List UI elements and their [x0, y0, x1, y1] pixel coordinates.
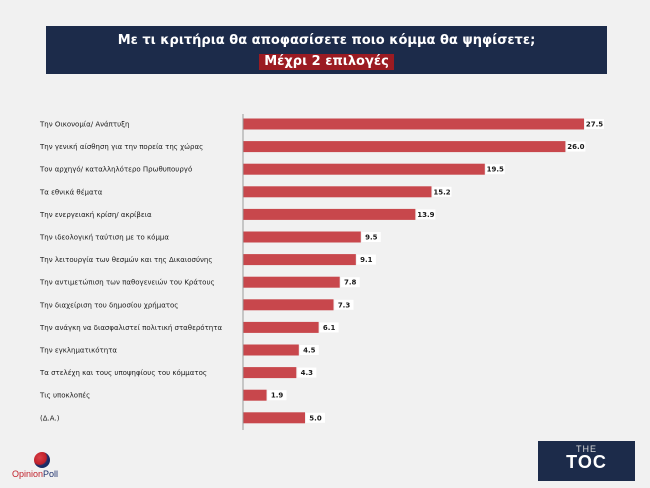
chart-subtitle: Μέχρι 2 επιλογές [259, 54, 394, 70]
value-label: 4.5 [303, 347, 316, 355]
bar [243, 231, 361, 243]
value-label: 9.5 [365, 234, 378, 242]
value-label-box [306, 412, 325, 423]
logo-toc-text: TOC [566, 452, 607, 472]
bar [243, 321, 319, 333]
bar [243, 367, 297, 379]
category-label: Τις υποκλοπές [39, 392, 90, 400]
category-label: Την ιδεολογική ταύτιση με το κόμμα [39, 234, 169, 242]
bar [243, 412, 305, 424]
value-label-box [319, 322, 339, 333]
logo-brand-blue: Poll [43, 469, 59, 479]
value-label: 27.5 [586, 121, 603, 129]
value-label-box [340, 277, 360, 288]
category-label: Τον αρχηγό/ καταλληλότερο Πρωθυπουργό [39, 166, 192, 174]
value-label: 7.8 [344, 279, 357, 287]
value-label-box [356, 254, 376, 265]
bar [243, 276, 340, 288]
bar [243, 299, 334, 311]
value-label: 19.5 [487, 166, 504, 174]
category-label: Την ανάγκη να διασφαλιστεί πολιτική σταθ… [39, 324, 222, 332]
value-label-box [299, 345, 319, 355]
value-label: 1.9 [271, 392, 284, 400]
bar [243, 163, 485, 175]
bar [243, 208, 416, 220]
value-label-box [432, 186, 452, 197]
category-label: Την ενεργειακή κρίση/ ακρίβεια [39, 211, 152, 219]
value-label-box [566, 141, 586, 152]
value-label-box [334, 299, 354, 310]
logo-the-text: THE [576, 444, 597, 454]
value-label: 15.2 [433, 188, 450, 196]
the-toc-logo: THE TOC [538, 441, 635, 481]
value-label: 13.9 [417, 211, 434, 219]
category-label: Τα στελέχη και τους υποψηφίους του κόμμα… [39, 369, 207, 377]
bar [243, 254, 356, 266]
category-label: (Δ.Α.) [40, 414, 60, 422]
bar [243, 344, 299, 356]
category-label: Τα εθνικά θέματα [39, 188, 103, 196]
value-label-box [416, 209, 436, 220]
bar [243, 186, 432, 198]
category-label: Την αντιμετώπιση των παθογενειών του Κρά… [39, 279, 215, 287]
category-label: Την λειτουργία των θεσμών και της Δικαιο… [39, 256, 212, 264]
bar [243, 141, 566, 153]
value-label-box [485, 164, 505, 175]
category-label: Την Οικονομία/ Ανάπτυξη [39, 121, 129, 129]
value-label-box [585, 119, 604, 129]
logo-globe-icon [34, 452, 50, 468]
bar [243, 389, 267, 401]
chart-title: Με τι κριτήρια θα αποφασίσετε ποιο κόμμα… [117, 33, 536, 48]
category-label: Την διαχείριση του δημοσίου χρήματος [39, 301, 178, 309]
value-label-box [267, 390, 287, 401]
value-label: 7.3 [338, 301, 351, 309]
value-label: 6.1 [323, 324, 336, 332]
category-label: Την γενική αίσθηση για την πορεία της χώ… [39, 143, 203, 151]
chart-header: Με τι κριτήρια θα αποφασίσετε ποιο κόμμα… [46, 26, 607, 74]
logo-brand-red: Opinion [12, 469, 44, 479]
value-label: 9.1 [360, 256, 373, 264]
opinion-poll-logo: OpinionPoll [12, 452, 92, 482]
value-label-box [297, 367, 317, 378]
bar [243, 118, 584, 130]
category-label: Την εγκληματικότητα [39, 347, 117, 355]
value-label: 4.3 [301, 369, 314, 377]
value-label-box [361, 232, 381, 242]
value-label: 26.0 [567, 143, 584, 151]
value-label: 5.0 [309, 414, 322, 422]
